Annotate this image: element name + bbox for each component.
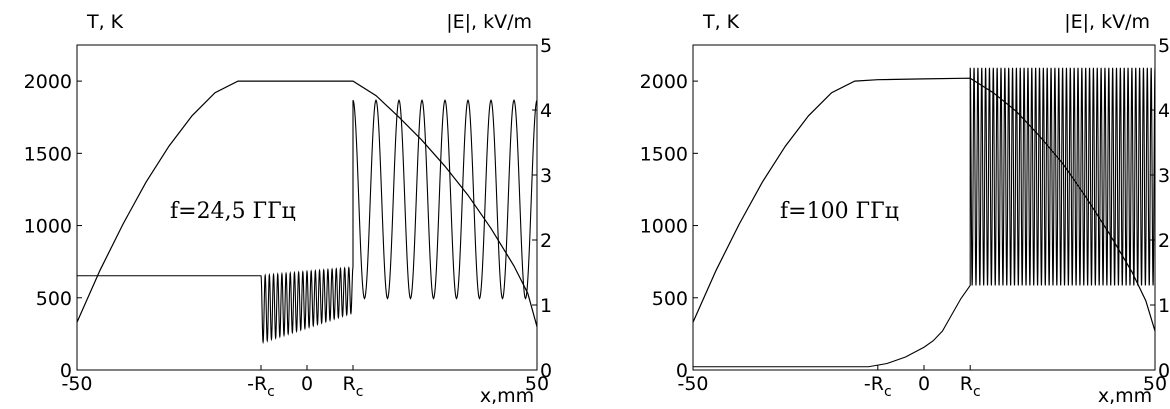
y-right-tick-label: 3 (540, 165, 552, 187)
x-tick-label: -50 (61, 373, 92, 395)
x-tick-label: 50 (525, 373, 549, 395)
y-right-tick-label: 0 (540, 360, 552, 382)
x-axis-label: x,mm (1098, 385, 1152, 407)
y-right-tick-label: 2 (1158, 230, 1170, 252)
x-tick-subscript: c (356, 384, 364, 400)
y-left-tick-label: 1500 (640, 143, 688, 165)
y-left-tick-label: 2000 (24, 71, 72, 93)
y-left-tick-label: 1000 (640, 216, 688, 238)
x-tick-label: Rc (960, 373, 981, 400)
y-right-tick-label: 5 (1158, 35, 1170, 57)
plot-frame (76, 44, 538, 371)
y-right-tick-label: 0 (1158, 360, 1170, 382)
x-tick-label: -Rc (864, 373, 892, 400)
field-amplitude-line (693, 67, 1156, 368)
y-axis-left-label: T, K (86, 11, 124, 33)
y-left-tick-label: 0 (60, 360, 72, 382)
x-tick-label: 0 (301, 373, 313, 395)
y-right-tick-label: 2 (540, 230, 552, 252)
y-right-tick-label: 1 (540, 295, 552, 317)
y-axis-left-label: T, K (702, 11, 740, 33)
x-tick-subscript: c (973, 384, 981, 400)
y-axis-right-label: |E|, kV/m (1064, 11, 1150, 33)
y-right-tick-label: 4 (1158, 100, 1170, 122)
x-axis-label: x,mm (480, 385, 534, 407)
x-tick-label: Rc (343, 373, 364, 400)
y-axis-right-label: |E|, kV/m (446, 11, 532, 33)
y-left-tick-label: 1000 (24, 216, 72, 238)
x-tick-label: 50 (1143, 373, 1167, 395)
temperature-line (692, 77, 1156, 332)
y-right-tick-label: 4 (540, 100, 552, 122)
x-tick-label: 0 (918, 373, 930, 395)
x-tick-subscript: c (884, 384, 892, 400)
y-right-tick-label: 5 (540, 35, 552, 57)
y-left-tick-label: 1500 (24, 143, 72, 165)
y-left-tick-label: 500 (36, 288, 72, 310)
field-amplitude-line (77, 98, 538, 345)
x-tick-subscript: c (267, 384, 275, 400)
y-right-tick-label: 1 (1158, 295, 1170, 317)
y-left-tick-label: 2000 (640, 71, 688, 93)
frequency-annotation: f=24,5 ГГц (170, 199, 296, 224)
y-right-tick-label: 3 (1158, 165, 1170, 187)
frequency-annotation: f=100 ГГц (780, 199, 899, 224)
x-tick-label: -Rc (247, 373, 275, 400)
temperature-line (76, 80, 538, 327)
x-tick-label: -50 (677, 373, 708, 395)
y-left-tick-label: 0 (676, 360, 688, 382)
y-left-tick-label: 500 (652, 288, 688, 310)
